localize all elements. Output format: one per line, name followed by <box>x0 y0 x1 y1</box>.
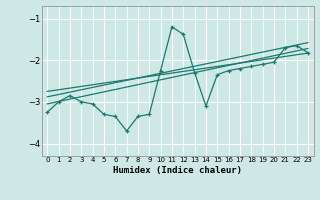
X-axis label: Humidex (Indice chaleur): Humidex (Indice chaleur) <box>113 166 242 175</box>
